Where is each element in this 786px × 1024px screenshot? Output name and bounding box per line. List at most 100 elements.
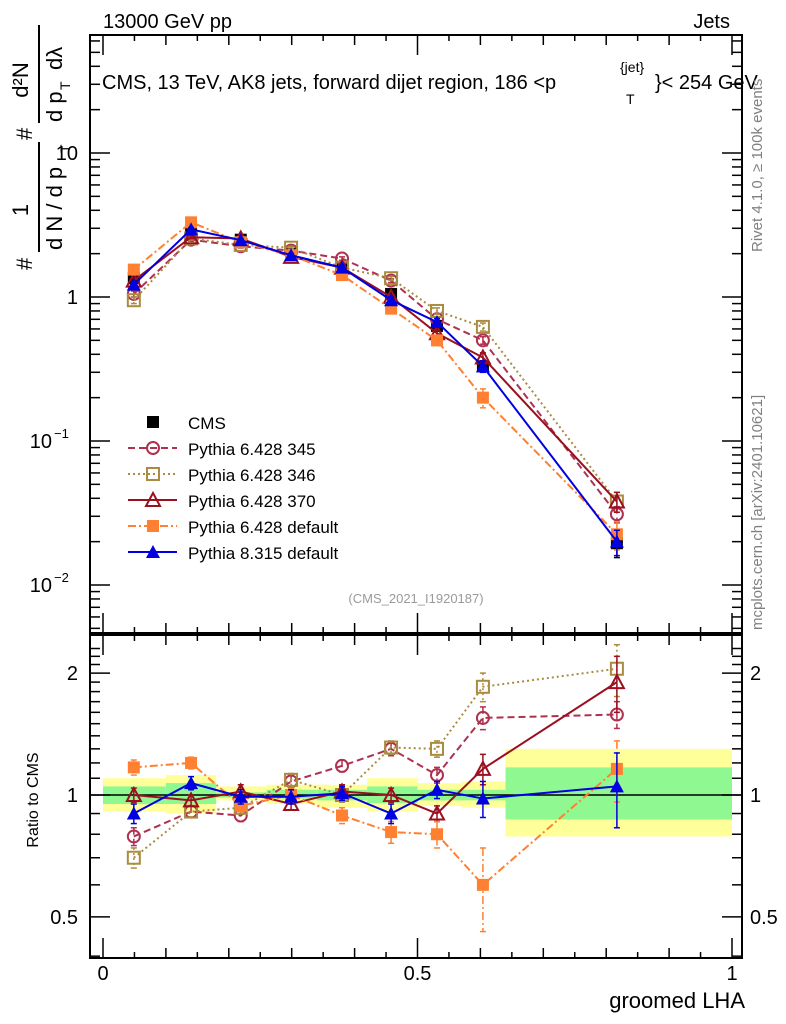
legend-marker [146,467,160,481]
series-line [133,221,618,535]
data-point [476,391,489,404]
data-point [429,315,444,329]
ylabel-frac1-num: 1 [8,204,33,216]
data-point [284,789,299,803]
legend-marker [146,545,160,558]
legend-item: Pythia 8.315 default [128,544,339,563]
data-point [382,785,400,802]
plot-title-main: CMS, 13 TeV, AK8 jets, forward dijet reg… [102,72,556,94]
ratio-ytick-label-right: 0.5 [750,907,778,929]
series-line [133,236,618,503]
plot-title-sup: {jet} [620,59,644,75]
legend-label: Pythia 6.428 370 [188,492,316,511]
analysis-watermark: (CMS_2021_I1920187) [348,591,483,606]
legend-marker [144,490,162,507]
data-point [429,741,444,756]
ylabel-frac2-den-sub: T [57,81,73,90]
legend-item: Pythia 6.428 345 [128,440,316,459]
header-right-label: Jets [693,11,730,33]
legend-item: Pythia 6.428 346 [128,466,316,485]
data-point [430,828,443,841]
legend-label: Pythia 8.315 default [188,544,339,563]
data-point [234,799,247,812]
legend-item: Pythia 6.428 370 [128,490,316,511]
data-point [185,756,198,769]
data-point [608,492,626,509]
ylabel-hash-1: # [12,257,37,270]
data-point [475,679,490,694]
data-point [284,772,299,787]
data-point [430,334,443,347]
data-point [428,804,446,821]
data-point [385,826,398,839]
data-point [284,248,299,262]
main-ytick-label: 10 [30,431,52,453]
data-point [185,216,198,229]
ylabel-frac1-den-sub: T [57,144,73,153]
ylabel-frac2-den: d p [42,91,67,122]
data-point [384,740,399,755]
ratio-ytick-label-right: 1 [750,785,761,807]
data-point [475,319,490,334]
main-ylabel: # 1 d N / d p T # d²N d p T dλ [8,25,73,270]
data-point [429,782,444,796]
data-point [476,878,489,891]
main-ytick-label: 10 [30,575,52,597]
ratio-frame [89,634,743,959]
ratio-ytick-label: 0.5 [50,907,78,929]
ylabel-hash-2: # [12,127,37,140]
data-point [126,293,141,308]
data-point [335,758,350,773]
rivet-label: Rivet 4.1.0, ≥ 100k events [749,79,766,252]
series-pythia-8-315-default [126,222,624,557]
data-point [609,534,624,548]
series-line [133,667,618,859]
data-point [335,260,350,274]
legend-item: CMS [147,414,226,433]
legend-label: Pythia 6.428 345 [188,440,316,459]
legend-label: CMS [188,414,226,433]
main-series-layer [125,216,626,559]
main-frame [89,34,743,634]
plot-title-sub: T [626,91,635,107]
data-point [182,228,200,245]
data-point [609,779,624,793]
data-point [126,806,141,820]
main-ytick-label-exponent: −1 [54,426,69,441]
mcplots-label: mcplots.cern.ch [arXiv:2401.10621] [749,395,766,630]
data-point [233,233,248,247]
header-left-label: 13000 GeV pp [103,11,232,33]
data-point [608,672,626,690]
xtick-label: 0 [97,963,108,985]
main-ytick-label: 1 [67,287,78,309]
legend: CMS Pythia 6.428 345 Pythia 6.428 346 Pythi… [128,414,339,563]
ylabel-frac1-den: d N / d p [42,167,67,250]
data-point [126,277,141,291]
legend-marker [146,441,160,455]
data-point [475,791,490,805]
main-ytick-label: 10 [56,143,78,165]
data-point [384,271,399,286]
data-point [127,761,140,774]
data-point [233,789,248,803]
series-line [133,237,618,503]
main-ytick-label-exponent: −2 [54,570,69,585]
plot-title-tail: }< 254 GeV [655,72,759,94]
xlabel: groomed LHA [609,988,745,1013]
ylabel-frac2-den-tail: dλ [42,47,67,70]
ratio-ytick-label: 1 [67,785,78,807]
data-point [336,809,349,822]
series-pythia-8-315-default [126,752,624,829]
plot-title: CMS, 13 TeV, AK8 jets, forward dijet reg… [102,72,556,94]
data-point [125,785,143,802]
data-point [474,759,492,776]
data-point [182,791,200,808]
xtick-label: 1 [726,963,737,985]
legend-item: Pythia 6.428 default [128,518,339,537]
legend-label: Pythia 6.428 default [188,518,339,537]
data-point [126,850,141,865]
ylabel-frac2-num: d²N [8,62,33,97]
data-point [126,829,141,844]
